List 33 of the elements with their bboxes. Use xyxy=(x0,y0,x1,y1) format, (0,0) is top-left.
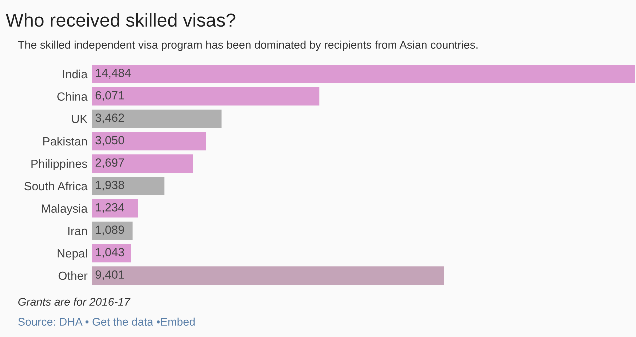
chart-title: Who received skilled visas? xyxy=(6,13,236,28)
y-tick-label: UK xyxy=(72,115,88,124)
y-tick-label: Nepal xyxy=(58,249,88,260)
chart-subtitle: The skilled independent visa program has been dominated by recipients from Asian countries. xyxy=(18,40,478,52)
data-label: 9,401 xyxy=(96,270,124,280)
y-tick-label: China xyxy=(58,92,88,101)
y-tick-label: South Africa xyxy=(24,182,88,191)
bar xyxy=(92,154,194,173)
text: Grants are for 2016-17 xyxy=(18,298,131,306)
bar xyxy=(92,87,320,106)
data-label: 1,089 xyxy=(96,226,124,236)
y-tick-label: Malaysia xyxy=(42,204,88,216)
data-label: 1,938 xyxy=(96,181,124,191)
data-label: 3,050 xyxy=(96,136,124,146)
bar xyxy=(92,244,132,263)
y-tick-label: Iran xyxy=(68,227,88,236)
data-label: 6,071 xyxy=(96,91,124,102)
bar xyxy=(92,65,635,84)
data-label: 3,462 xyxy=(96,114,124,124)
y-tick-label: Other xyxy=(58,272,88,280)
y-tick-label: Philippines xyxy=(32,160,88,171)
bar xyxy=(92,199,138,218)
source-note: Source: DHA • Get the data •Embed xyxy=(18,318,195,326)
bar xyxy=(92,266,444,285)
data-label: 2,697 xyxy=(96,158,124,168)
y-tick-label: India xyxy=(63,70,88,79)
bar xyxy=(92,177,165,196)
bar xyxy=(92,132,206,151)
data-label: 1,043 xyxy=(96,248,124,258)
y-tick-label: Pakistan xyxy=(44,137,88,146)
data-label: 1,234 xyxy=(96,203,124,214)
bar xyxy=(92,110,222,128)
data-label: 14,484 xyxy=(96,69,132,79)
